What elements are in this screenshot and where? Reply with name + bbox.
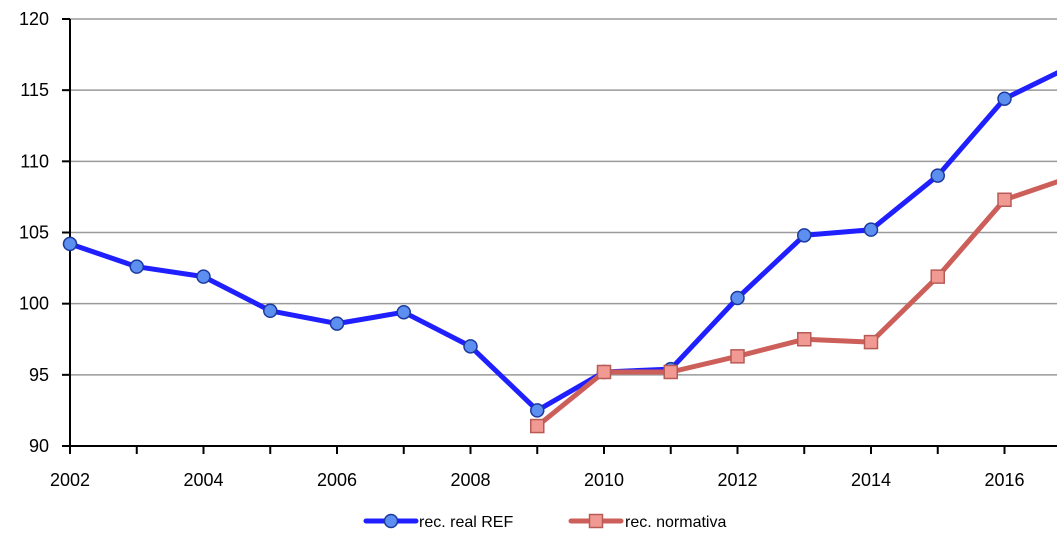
y-tick-label: 95	[29, 365, 49, 385]
data-point	[731, 350, 744, 363]
series-rec-real-ref	[64, 59, 1057, 416]
data-point	[931, 169, 944, 182]
y-tick-label: 115	[20, 80, 49, 100]
data-point	[865, 223, 878, 236]
data-point	[664, 365, 677, 378]
series-layer	[64, 59, 1057, 432]
legend-swatch-marker	[385, 515, 398, 528]
data-point	[130, 260, 143, 273]
data-point	[464, 340, 477, 353]
data-point	[731, 291, 744, 304]
data-point	[264, 304, 277, 317]
legend-label: rec. normativa	[625, 514, 726, 531]
y-tick-label: 100	[19, 294, 49, 314]
y-tick-label: 105	[19, 223, 49, 243]
data-point	[397, 306, 410, 319]
data-point	[998, 92, 1011, 105]
legend: rec. real REF rec. normativa	[366, 514, 726, 531]
axes: 90 95 100 105 110 115 120 2002 2004 2006 2008 2010 2…	[19, 9, 1057, 490]
data-point	[998, 193, 1011, 206]
x-tick-label: 2008	[450, 470, 490, 490]
data-point	[931, 270, 944, 283]
legend-swatch-marker	[590, 515, 603, 528]
data-point	[531, 404, 544, 417]
data-point	[798, 229, 811, 242]
series-line	[537, 177, 1057, 426]
x-tick-label: 2010	[584, 470, 624, 490]
data-point	[64, 237, 77, 250]
data-point	[798, 333, 811, 346]
series-rec-normativa	[531, 170, 1057, 432]
data-point	[865, 336, 878, 349]
y-tick-label: 90	[29, 436, 49, 456]
y-tick-label: 110	[20, 151, 49, 171]
legend-item-rec-normativa: rec. normativa	[571, 514, 726, 531]
x-tick-label: 2012	[717, 470, 757, 490]
x-tick-label: 2004	[183, 470, 223, 490]
x-tick-label: 2014	[851, 470, 891, 490]
x-tick-label: 2002	[50, 470, 90, 490]
data-point	[197, 270, 210, 283]
legend-label: rec. real REF	[419, 514, 513, 531]
x-tick-label: 2006	[317, 470, 357, 490]
data-point	[531, 420, 544, 433]
data-point	[331, 317, 344, 330]
series-line	[70, 66, 1057, 410]
x-tick-label: 2016	[984, 470, 1024, 490]
legend-item-rec-real-ref: rec. real REF	[366, 514, 513, 531]
data-point	[598, 365, 611, 378]
y-tick-label: 120	[19, 9, 49, 29]
